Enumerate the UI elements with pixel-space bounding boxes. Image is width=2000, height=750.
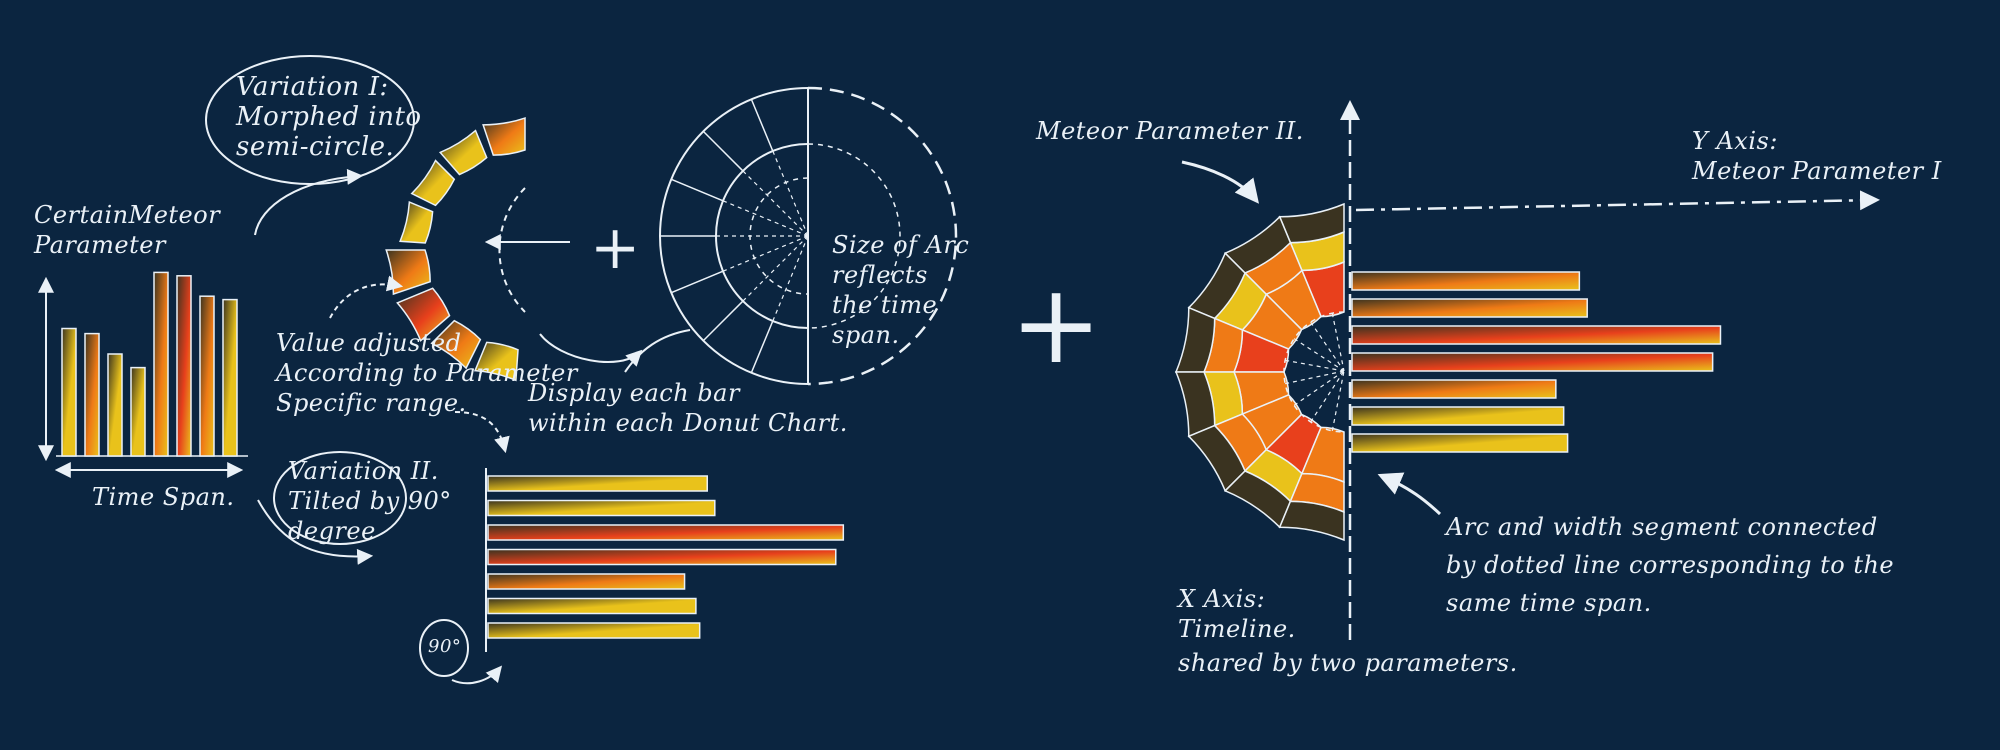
tilted-bar	[487, 573, 686, 590]
vertical-bar	[61, 327, 77, 457]
semicircle-segment	[438, 129, 488, 176]
composite-bar	[1351, 433, 1569, 453]
composite-dotted-connector	[1310, 370, 1345, 423]
arc-and-width-label: Arc and width segment connected by dotte…	[1446, 513, 1895, 617]
display-each-bar-arrow-right	[624, 329, 691, 373]
composite-inner-dashed-arc	[1283, 311, 1345, 433]
shared-by-label: shared by two parameters.	[1178, 649, 1518, 677]
semicircle-segment	[482, 116, 526, 156]
semicircle-chart	[385, 116, 526, 382]
semicircle-segment	[385, 249, 431, 296]
tilted-bar	[487, 475, 708, 492]
composite-dotted-connector	[1331, 370, 1345, 431]
composite-bar	[1351, 379, 1557, 399]
composite-dotted-connector	[1293, 338, 1345, 372]
specific-range-arrow	[454, 411, 510, 454]
composite-semicircle	[1174, 202, 1345, 542]
time-span-label: Time Span.	[92, 483, 235, 511]
donut-spoke	[670, 270, 724, 294]
angle-circle	[419, 619, 469, 677]
meteor-parameter-2-label: Meteor Parameter II.	[1036, 117, 1304, 145]
semicircle-segment	[430, 319, 482, 370]
tilted-bar	[487, 524, 845, 541]
vertical-bar	[107, 353, 123, 457]
tilted-bar	[487, 499, 716, 517]
meteor-parameter-2-arrow	[1181, 160, 1260, 204]
composite-bar	[1351, 352, 1714, 372]
semicircle-segment	[473, 341, 519, 382]
variation1-label: Variation I: Morphed into semi-circle.	[236, 72, 422, 162]
plus-sign-right: +	[1010, 260, 1102, 388]
composite-dotted-connector	[1331, 313, 1345, 372]
composite-bar	[1351, 325, 1722, 345]
angle-arrow	[451, 665, 503, 685]
semicircle-segment	[410, 159, 456, 207]
composite-dotted-connector	[1310, 321, 1345, 372]
semicircle-segment	[399, 201, 434, 244]
donut-spoke	[750, 320, 774, 374]
semicircle-inner-dashed-arc	[498, 187, 526, 313]
variation2-label: Variation II. Tilted by 90° degree	[288, 457, 452, 545]
vertical-bar	[84, 332, 100, 457]
tilted-bar	[487, 622, 701, 639]
donut-spoke	[702, 300, 744, 342]
bar-chart	[61, 271, 238, 457]
composite-outer-segment	[1278, 500, 1345, 542]
tilted-bar	[487, 597, 697, 615]
plus-sign-left: +	[590, 213, 640, 283]
composite-bar-chart	[1351, 271, 1722, 453]
semicircle-segment	[396, 287, 451, 342]
x-axis-label: X Axis: Timeline.	[1178, 585, 1296, 643]
variation2-arrow	[257, 499, 374, 565]
composite-dotted-connector	[1293, 370, 1345, 406]
donut-spoke	[702, 130, 744, 172]
display-each-bar-arrow	[539, 333, 643, 367]
composite-dotted-connector	[1285, 359, 1345, 372]
variation1-bubble	[205, 55, 415, 185]
vertical-bar	[222, 298, 238, 457]
size-of-arc-label: Size of Arc reflects the time span.	[832, 231, 970, 349]
vertical-bar	[176, 275, 192, 457]
display-each-bar-label: Display each bar within each Donut Chart…	[528, 379, 848, 437]
vertical-bar	[130, 366, 146, 457]
arc-width-arrow	[1377, 472, 1442, 516]
vertical-bar	[199, 295, 215, 457]
y-axis-label: Y Axis: Meteor Parameter I	[1692, 127, 1942, 185]
vertical-bar	[153, 271, 169, 457]
donut-inner-spoke	[742, 170, 809, 237]
variation2-bubble	[273, 451, 407, 545]
value-adjusted-label: Value adjusted According to Parameter Sp…	[276, 329, 578, 417]
y-axis-dashed-line	[1355, 190, 1880, 212]
donut-middle-arc	[715, 143, 809, 329]
composite-dotted-connector	[1285, 370, 1345, 385]
donut-chart	[659, 86, 958, 386]
variation1-arrow	[254, 168, 364, 236]
value-adjusted-arrow	[329, 275, 404, 319]
donut-spoke	[750, 98, 774, 152]
donut-middle-dashed-arc	[807, 143, 901, 329]
donut-inner-spoke	[742, 235, 809, 302]
composite-bar	[1351, 298, 1588, 318]
angle-label: 90°	[428, 636, 462, 657]
certain-meteor-parameter-label: CertainMeteor Parameter	[34, 201, 221, 259]
tilted-bar-chart	[487, 475, 845, 639]
tilted-bar	[487, 548, 837, 566]
composite-bar	[1351, 406, 1565, 426]
donut-spoke	[670, 178, 724, 202]
composite-bar	[1351, 271, 1581, 291]
donut-outer-dashed-arc	[807, 86, 958, 386]
